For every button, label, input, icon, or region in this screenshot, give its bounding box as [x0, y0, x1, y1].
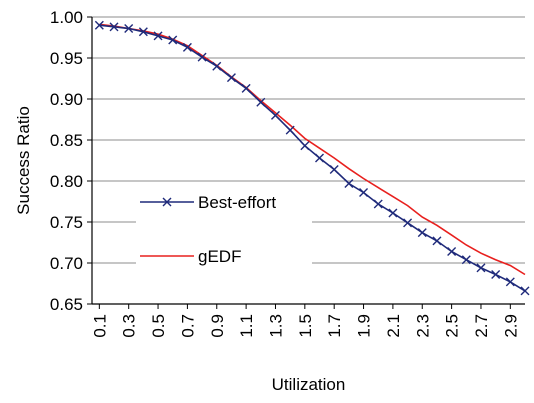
data-point: [109, 22, 119, 32]
x-tick-label: 2.3: [413, 314, 432, 338]
data-point: [182, 42, 192, 52]
data-point: [359, 187, 369, 197]
y-tick-label: 0.70: [50, 254, 83, 273]
data-point: [256, 97, 266, 107]
y-tick-label: 0.95: [50, 49, 83, 68]
data-point: [94, 20, 104, 30]
data-point: [168, 35, 178, 45]
x-tick-label: 1.1: [237, 314, 256, 338]
y-axis-title: Success Ratio: [14, 106, 33, 215]
x-tick-label: 2.1: [384, 314, 403, 338]
x-axis-title: Utilization: [272, 375, 346, 394]
data-point: [403, 218, 413, 228]
x-tick-label: 0.9: [208, 314, 227, 338]
data-point: [476, 263, 486, 273]
data-point: [520, 286, 530, 296]
y-tick-label: 0.65: [50, 295, 83, 314]
y-tick-label: 0.85: [50, 131, 83, 150]
data-point: [124, 23, 134, 33]
data-point: [344, 178, 354, 188]
data-point: [461, 255, 471, 265]
data-point: [197, 52, 207, 62]
x-tick-label: 0.3: [120, 314, 139, 338]
data-point: [212, 61, 222, 71]
data-point: [300, 141, 310, 151]
data-point: [315, 153, 325, 163]
y-tick-label: 0.75: [50, 213, 83, 232]
data-point: [241, 83, 251, 93]
x-tick-label: 0.1: [90, 314, 109, 338]
x-tick-label: 0.5: [149, 314, 168, 338]
y-tick-labels: 0.65 0.70 0.75 0.80 0.85 0.90 0.95 1.00: [50, 8, 92, 314]
legend-label: gEDF: [198, 247, 241, 266]
data-point: [285, 125, 295, 135]
series: [94, 20, 530, 296]
data-point: [226, 73, 236, 83]
data-point: [373, 199, 383, 209]
x-tick-label: 1.9: [355, 314, 374, 338]
legend-marker: [162, 197, 172, 207]
x-tick-label: 2.9: [501, 314, 520, 338]
data-point: [153, 31, 163, 41]
data-point: [505, 277, 515, 287]
x-tick-label: 0.7: [178, 314, 197, 338]
data-point: [138, 27, 148, 37]
x-tick-label: 1.3: [266, 314, 285, 338]
x-tick-label: 2.5: [443, 314, 462, 338]
data-point: [270, 110, 280, 120]
axes: [91, 17, 525, 305]
data-point: [447, 247, 457, 257]
x-tick-label: 1.7: [325, 314, 344, 338]
series-line-best-effort: [99, 24, 526, 292]
x-tick-label: 2.7: [472, 314, 491, 338]
y-tick-label: 0.90: [50, 90, 83, 109]
data-point: [491, 269, 501, 279]
y-tick-label: 0.80: [50, 172, 83, 191]
legend: Best-effort gEDF: [136, 182, 312, 270]
data-point: [388, 208, 398, 218]
data-point: [329, 165, 339, 175]
x-tick-label: 1.5: [296, 314, 315, 338]
x-tick-labels: 0.1 0.3 0.5 0.7 0.9 1.1 1.3 1.5 1.7 1.9 2.1 2.3 2.5 2…: [90, 304, 520, 338]
data-point: [432, 236, 442, 246]
data-point: [417, 228, 427, 238]
y-tick-label: 1.00: [50, 8, 83, 27]
legend-label: Best-effort: [198, 193, 276, 212]
